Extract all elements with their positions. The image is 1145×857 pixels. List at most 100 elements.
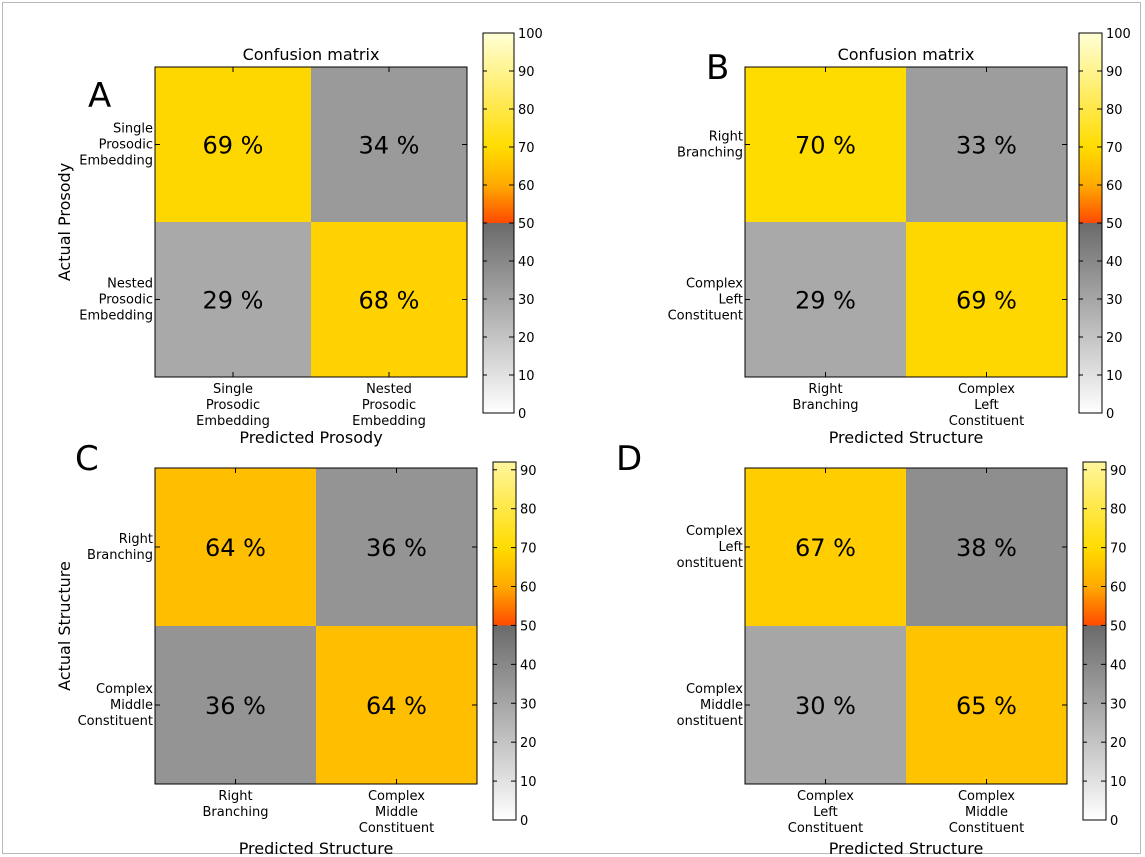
colorbar-tick-label: 90 [520,464,537,479]
x-tick-label: Middle [965,805,1008,820]
x-tick-label: Left [813,805,837,820]
colorbar-tick-label: 40 [1110,658,1127,673]
colorbar-tick-label: 80 [1106,103,1123,118]
matrix-cell [155,222,311,377]
colorbar-tick-label: 0 [1110,814,1118,829]
colorbar-tick-label: 50 [520,619,537,634]
colorbar [482,32,515,414]
colorbar-tick-label: 10 [518,369,535,384]
matrix-cell [316,626,477,784]
x-tick-label: Prosodic [362,398,416,413]
x-tick-label: Constituent [949,414,1024,429]
chart-title: Confusion matrix [838,45,975,64]
y-tick-label: Complex [686,277,743,292]
matrix-frame [154,66,468,378]
x-axis-label: Predicted Structure [829,839,984,857]
x-tick-label: Complex [797,789,854,804]
matrix-cell [906,222,1067,377]
chart-title: Confusion matrix [243,45,380,64]
matrix-cell [155,468,316,626]
x-tick-label: Branching [203,805,269,820]
colorbar-tick-label: 30 [1106,293,1123,308]
colorbar-tick-label: 100 [518,27,543,42]
matrix-cell [906,626,1067,784]
colorbar-tick-label: 20 [520,736,537,751]
cell-label: 34 % [359,132,420,160]
cell-label: 67 % [795,534,856,562]
matrix-cell [906,67,1067,222]
cell-label: 64 % [366,692,427,720]
y-tick-label: Complex [686,524,743,539]
panel-letter: B [706,48,729,88]
colorbar-tick-label: 80 [1110,503,1127,518]
x-tick-label: Constituent [359,821,434,836]
matrix-cell [745,626,906,784]
colorbar-tick-label: 60 [1106,179,1123,194]
x-axis-label: Predicted Prosody [239,428,382,447]
colorbar-tick-label: 70 [518,141,535,156]
x-axis-label: Predicted Structure [829,428,984,447]
panel-c: C64 % 36 %36 % 64 %RightBranchingComplexMi… [55,439,537,857]
matrix-frame [744,467,1068,785]
matrix-cell [745,222,906,377]
cell-label: 68 % [359,287,420,315]
colorbar [492,461,517,821]
y-axis-label: Actual Structure [55,561,74,691]
colorbar-tick-label: 0 [518,407,526,422]
colorbar-tick-label: 50 [1106,217,1123,232]
x-tick-label: Prosodic [206,398,260,413]
colorbar-tick-label: 80 [520,503,537,518]
x-tick-label: Branching [793,398,859,413]
panel-letter: D [616,439,642,479]
x-tick-label: Complex [958,789,1015,804]
cell-label: 30 % [795,692,856,720]
x-axis-label: Predicted Structure [239,839,394,857]
y-axis-label: Actual Prosody [55,163,74,281]
colorbar-tick-label: 0 [520,814,528,829]
colorbar-tick-label: 40 [518,255,535,270]
y-tick-label: Left [719,540,743,555]
y-tick-label: Complex [96,682,153,697]
matrix-frame [154,467,478,785]
cell-label: 36 % [205,692,266,720]
colorbar-tick-label: 40 [1106,255,1123,270]
cell-label: 29 % [795,287,856,315]
matrix-cell [155,626,316,784]
colorbar-tick-label: 60 [520,581,537,596]
y-tick-label: Prosodic [99,138,153,153]
y-tick-label: Middle [110,698,153,713]
y-tick-label: onstituent [677,556,743,571]
colorbar-tick-label: 70 [1106,141,1123,156]
colorbar-tick-label: 10 [520,775,537,790]
y-tick-label: Right [709,130,743,145]
y-tick-label: Prosodic [99,293,153,308]
matrix-cell [906,468,1067,626]
matrix-frame [744,66,1068,378]
y-tick-label: Embedding [79,154,153,169]
colorbar-tick-label: 30 [1110,697,1127,712]
x-tick-label: Embedding [352,414,426,429]
cell-label: 64 % [205,534,266,562]
colorbar-tick-label: 100 [1106,27,1131,42]
colorbar-tick-label: 0 [1106,407,1114,422]
colorbar-tick-label: 70 [1110,542,1127,557]
x-tick-label: Complex [368,789,425,804]
cell-label: 69 % [956,287,1017,315]
cell-label: 36 % [366,534,427,562]
x-tick-label: Left [974,398,998,413]
colorbar-tick-label: 50 [1110,619,1127,634]
matrix-cell [316,468,477,626]
y-tick-label: Left [719,293,743,308]
colorbar-tick-label: 90 [518,65,535,80]
panel-letter: C [75,439,99,479]
colorbar-tick-label: 60 [518,179,535,194]
x-tick-label: Embedding [196,414,270,429]
panel-letter: A [88,76,111,116]
colorbar-tick-label: 20 [1106,331,1123,346]
y-tick-label: Single [113,122,153,137]
panel-d: D67 % 38 %30 % 65 %ComplexLeftonstituentCo… [616,439,1127,857]
cell-label: 69 % [203,132,264,160]
x-tick-label: Constituent [949,821,1024,836]
